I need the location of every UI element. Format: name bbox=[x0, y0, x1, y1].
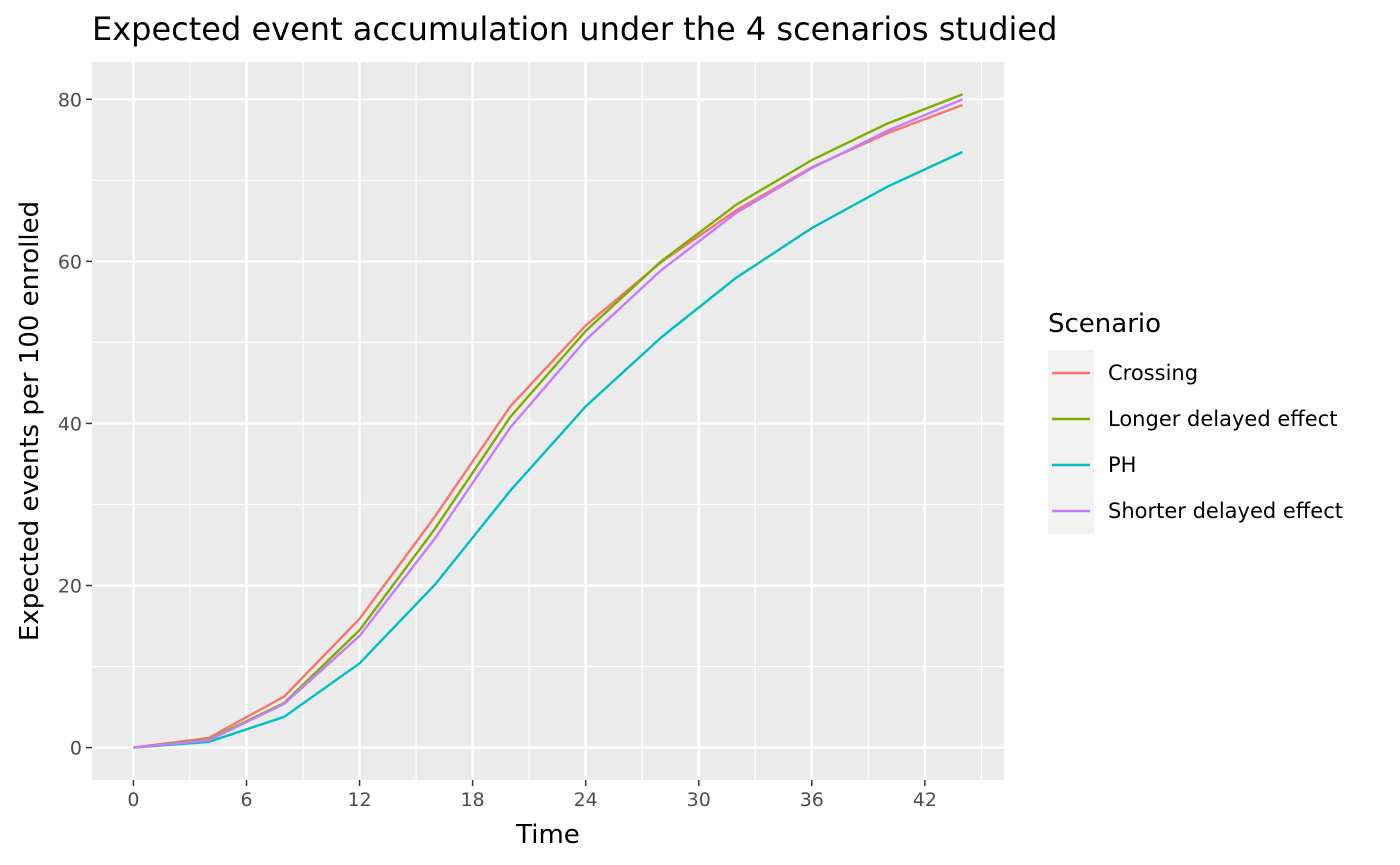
x-tick-label: 18 bbox=[461, 789, 485, 811]
x-tick-label: 36 bbox=[800, 789, 824, 811]
series-line-shorter-delayed-effect bbox=[133, 98, 963, 749]
y-axis-ticks: 0 20 40 60 80 bbox=[58, 89, 92, 760]
legend-label-longer-delayed-effect: Longer delayed effect bbox=[1108, 407, 1337, 431]
legend-title: Scenario bbox=[1048, 309, 1161, 339]
chart-title: Expected event accumulation under the 4 … bbox=[92, 10, 1057, 48]
plot-panel bbox=[92, 62, 1004, 780]
legend-label-ph: PH bbox=[1108, 453, 1136, 477]
y-tick-label: 0 bbox=[70, 738, 82, 760]
x-tick-label: 0 bbox=[127, 789, 139, 811]
y-tick-label: 20 bbox=[58, 576, 82, 598]
x-tick-label: 12 bbox=[347, 789, 371, 811]
x-tick-label: 30 bbox=[687, 789, 711, 811]
y-tick-label: 60 bbox=[58, 251, 82, 273]
x-tick-label: 6 bbox=[240, 789, 252, 811]
x-tick-label: 42 bbox=[913, 789, 937, 811]
y-axis-title: Expected events per 100 enrolled bbox=[15, 201, 45, 641]
minor-gridlines bbox=[92, 62, 1004, 780]
legend-key-background bbox=[1048, 350, 1094, 534]
y-tick-label: 40 bbox=[58, 413, 82, 435]
legend: Scenario Crossing Longer delayed effect PH… bbox=[1048, 309, 1343, 534]
y-tick-label: 80 bbox=[58, 89, 82, 111]
series-lines bbox=[133, 93, 964, 749]
x-tick-label: 24 bbox=[574, 789, 598, 811]
major-gridlines bbox=[92, 62, 1004, 780]
x-axis-ticks: 0 6 12 18 24 30 36 42 bbox=[127, 780, 937, 811]
x-axis-title: Time bbox=[515, 820, 580, 850]
legend-label-shorter-delayed-effect: Shorter delayed effect bbox=[1108, 499, 1343, 523]
legend-label-crossing: Crossing bbox=[1108, 361, 1198, 385]
series-line-ph bbox=[133, 150, 964, 749]
